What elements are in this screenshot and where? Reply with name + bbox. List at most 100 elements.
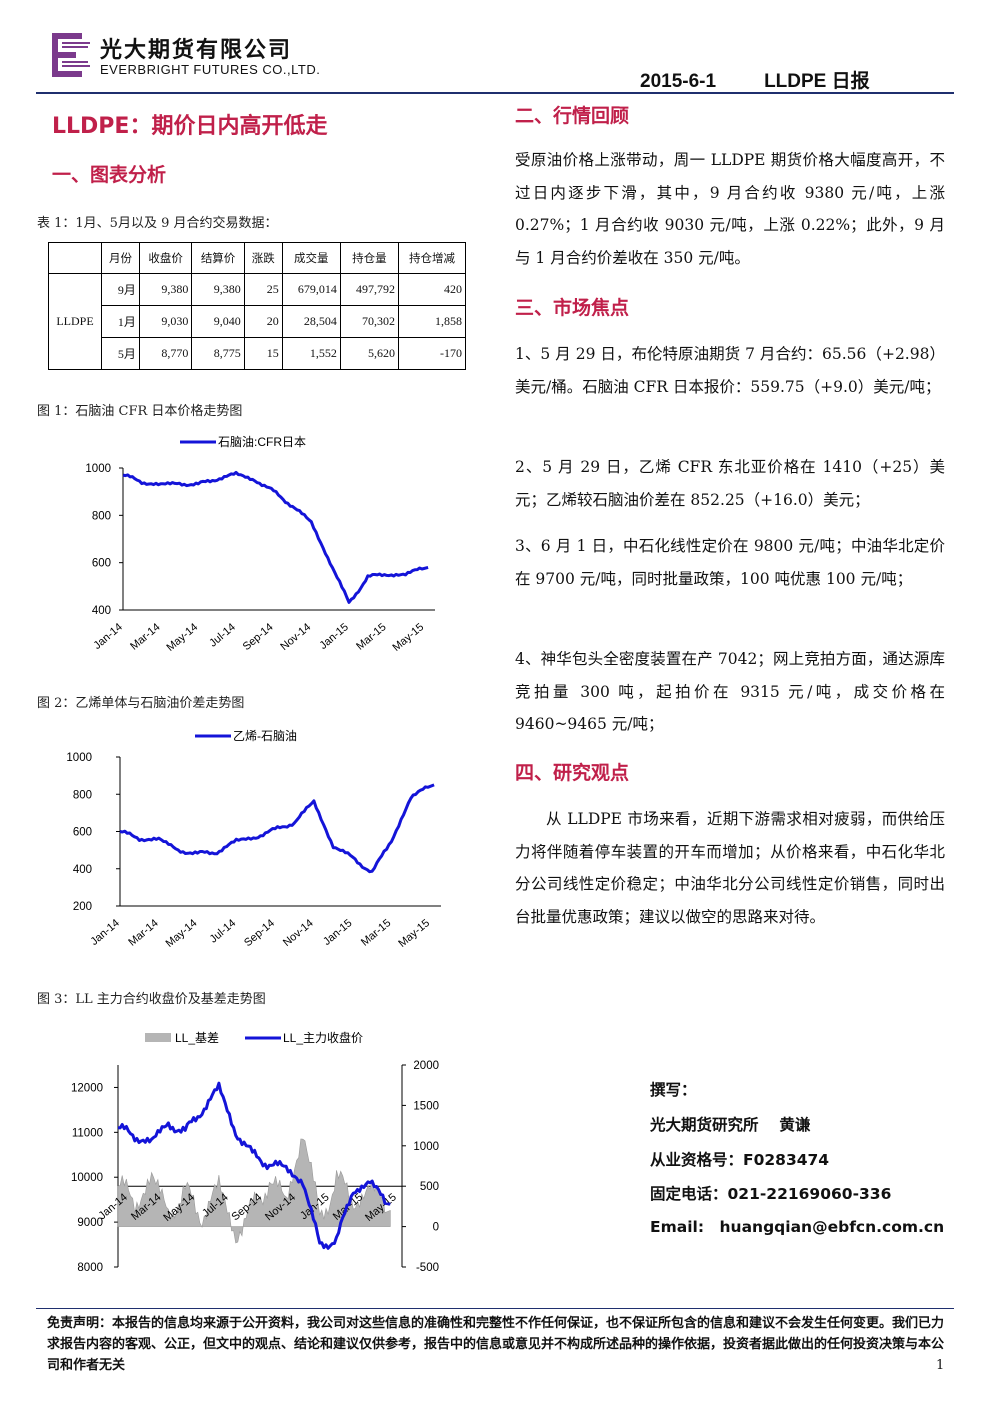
basis-area [117,1138,391,1244]
x-tick-label: Nov-14 [281,917,316,949]
table-header-cell: 持仓增减 [397,242,467,274]
company-logo [52,33,92,77]
table-header-cell: 月份 [101,242,140,274]
focus-item-2: 2、5 月 29 日，乙烯 CFR 东北亚价格在 1410（+25）美元；乙烯较… [515,458,945,509]
section-market-focus: 三、市场焦点 [515,297,630,319]
legend-label: LL_主力收盘价 [283,1030,363,1045]
x-tick-label: May-15 [396,917,432,950]
table-cell: 9月 [101,273,140,306]
header-rule [36,92,954,94]
table-cell: -170 [397,337,467,370]
table-cell: 8,770 [138,337,193,370]
company-name-cn: 光大期货有限公司 [100,38,293,63]
legend-swatch [145,1033,171,1042]
table-cell: 679,014 [281,273,341,306]
table-cell: 5,620 [339,337,399,370]
y-tick-label-right: 1500 [413,1100,439,1112]
table-header-cell [48,242,102,274]
report-header: 2015-6-1 LLDPE 日报 [640,66,870,93]
chart-ll-price-basis: 8000 9000 10000 11000 12000 -500 0 500 1000 1500 2… [71,1030,439,1274]
report-date: 2015-6-1 [640,71,717,92]
report-type: LLDPE 日报 [764,71,870,92]
table-cell: 497,792 [339,273,399,306]
author-phone: 固定电话：021-22169060-336 [650,1185,892,1203]
section-market-review: 二、行情回顾 [515,105,630,127]
legend-label: 乙烯-石脑油 [233,729,297,743]
focus-item-4: 4、神华包头全密度装置在产 7042；网上竞拍方面，通达源库竞拍量 300 吨，… [515,650,945,733]
author-label: 撰写： [650,1081,697,1099]
table-header-row: 月份 收盘价 结算价 涨跌 成交量 持仓量 持仓增减 [48,242,467,274]
table-cell: 28,504 [281,305,341,338]
y-tick-label-right: 1000 [413,1141,439,1153]
y-tick-label: 1000 [85,463,111,475]
x-tick-label: May-15 [390,621,426,654]
author-email[interactable]: Email: huangqian@ebfcn.com.cn [650,1218,945,1236]
x-tick-label: Jul-14 [208,917,239,945]
x-tick-label: Mar-15 [359,917,393,949]
table-cell: 9,380 [191,273,245,306]
table-cell: 9,040 [191,305,245,338]
x-tick-label: May-14 [164,621,200,654]
contracts-table: 月份 收盘价 结算价 涨跌 成交量 持仓量 持仓增减 LLDPE 9月 9,38… [48,242,467,370]
table-row: 5月 8,770 8,775 15 1,552 5,620 -170 [49,337,467,370]
table-header-cell: 收盘价 [138,242,193,274]
y-tick-label: 600 [73,827,92,839]
table-header-cell: 成交量 [281,242,341,274]
table-row: 1月 9,030 9,040 20 28,504 70,302 1,858 [49,305,467,338]
author-license: 从业资格号：F0283474 [650,1151,830,1169]
table-cell: 5月 [101,337,140,370]
table-row: LLDPE 9月 9,380 9,380 25 679,014 497,792 … [48,273,467,370]
table-cell: 1,552 [281,337,341,370]
series-line [122,470,429,604]
y-tick-label: 200 [73,901,92,913]
series-line [119,783,435,874]
table-cell: 9,030 [138,305,193,338]
table-cell: 9,380 [138,273,193,306]
y-tick-label-left: 9000 [77,1217,103,1229]
x-tick-label: Sep-14 [242,917,277,949]
footer-rule [36,1308,954,1309]
figure3-caption: 图 3：LL 主力合约收盘价及基差走势图 [37,992,266,1007]
y-tick-label: 800 [92,510,111,522]
table-cell: 1,858 [397,305,467,338]
table-cell: 15 [243,337,283,370]
author-org: 光大期货研究所 黄谦 [650,1116,811,1134]
table-cell: 1月 [101,305,140,338]
focus-item-3: 3、6 月 1 日，中石化线性定价在 9800 元/吨；中油华北定价在 9700… [515,537,945,588]
table-cell: 420 [397,273,467,306]
legend-label: LL_基差 [175,1031,219,1045]
price-line [117,1081,391,1250]
table-caption: 表 1：1月、5月以及 9 月合约交易数据： [37,216,278,231]
y-tick-label-left: 10000 [71,1172,103,1184]
table-header-cell: 涨跌 [243,242,283,274]
page-title: LLDPE：期价日内高开低走 [52,114,328,139]
x-tick-label: Mar-15 [354,621,388,653]
x-tick-label: Jan-15 [321,917,354,948]
focus-item-1: 1、5 月 29 日，布伦特原油期货 7 月合约：65.56（+2.98）美元/… [515,345,945,396]
y-tick-label-right: -500 [416,1262,439,1274]
x-tick-label: Mar-14 [128,621,162,653]
y-tick-label-left: 8000 [77,1262,103,1274]
y-tick-label: 1000 [66,752,92,764]
figure1-caption: 图 1：石脑油 CFR 日本价格走势图 [37,404,243,419]
x-tick-label: Jul-14 [207,621,238,649]
table-header-cell: 结算价 [191,242,245,274]
x-tick-label: Jan-14 [88,917,121,948]
y-tick-label: 400 [92,605,111,617]
page-number: 1 [936,1358,945,1373]
legend-label: 石脑油:CFR日本 [218,435,306,449]
product-cell: LLDPE [48,273,102,370]
disclaimer: 免责声明：本报告的信息均来源于公开资料，我公司对这些信息的准确性和完整性不作任何… [47,1316,945,1373]
y-tick-label: 400 [73,864,92,876]
section-research-view: 四、研究观点 [515,762,630,784]
y-tick-label-right: 0 [433,1222,439,1234]
review-paragraph: 受原油价格上涨带动，周一 LLDPE 期货价格大幅度高开，不过日内逐步下滑，其中… [515,151,945,267]
company-name-en: EVERBRIGHT FUTURES CO.,LTD. [100,62,321,77]
x-tick-label: Mar-14 [126,917,160,949]
view-paragraph: 从 LLDPE 市场来看，近期下游需求相对疲弱，而供给压力将伴随着停车装置的开车… [515,810,945,926]
table-header-cell: 持仓量 [339,242,399,274]
x-tick-label: Nov-14 [278,621,313,653]
y-tick-label: 800 [73,789,92,801]
section-chart-analysis: 一、图表分析 [52,164,167,186]
y-tick-label-right: 500 [420,1181,439,1193]
